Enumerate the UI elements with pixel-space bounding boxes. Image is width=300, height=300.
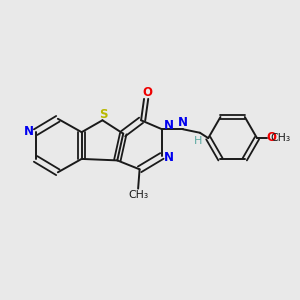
Text: N: N [178,116,188,129]
Text: CH₃: CH₃ [271,133,291,142]
Text: O: O [267,131,277,144]
Text: S: S [99,108,107,122]
Text: N: N [164,151,173,164]
Text: H: H [194,136,202,146]
Text: O: O [142,86,152,99]
Text: CH₃: CH₃ [129,190,149,200]
Text: N: N [24,125,34,138]
Text: N: N [164,119,173,132]
